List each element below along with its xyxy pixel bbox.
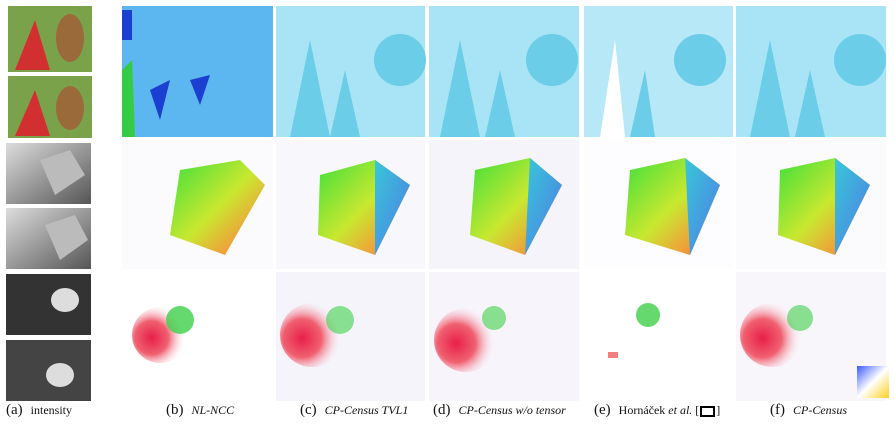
caption-letter: (d) [433, 402, 451, 418]
caption-italic: et al. [668, 403, 692, 417]
input-thumbnails [6, 6, 92, 401]
caption-letter: (b) [166, 402, 184, 418]
cite-bracket: [ [695, 403, 699, 417]
caption-letter: (c) [300, 402, 317, 418]
caption-text: CP-Census [793, 403, 847, 417]
caption: (c) CP-Census TVL1 [300, 402, 408, 419]
caption-letter: (e) [594, 402, 611, 418]
caption-text: Hornáček [619, 403, 666, 417]
caption: (a) intensity [6, 402, 72, 419]
caption-text: intensity [31, 403, 72, 417]
flow-row-3 [122, 272, 889, 401]
caption-text: NL-NCC [192, 403, 235, 417]
caption: (e) Hornáček et al. [] [594, 402, 720, 419]
caption: (f) CP-Census [770, 402, 847, 419]
caption: (d) CP-Census w/o tensor [433, 402, 566, 419]
cite-icon [700, 406, 715, 417]
caption-letter: (f) [770, 402, 785, 418]
flow-row-1 [122, 6, 886, 137]
caption-letter: (a) [6, 402, 23, 418]
caption-text: CP-Census TVL1 [325, 403, 409, 417]
color-wheel [857, 366, 889, 398]
caption-text: CP-Census w/o tensor [459, 403, 566, 417]
figure-images [0, 0, 895, 426]
caption: (b) NL-NCC [166, 402, 234, 419]
figure: (a) intensity (b) NL-NCC (c) CP-Census TVL1… [0, 0, 895, 426]
cite-bracket: ] [716, 403, 720, 417]
flow-row-2 [122, 140, 886, 269]
